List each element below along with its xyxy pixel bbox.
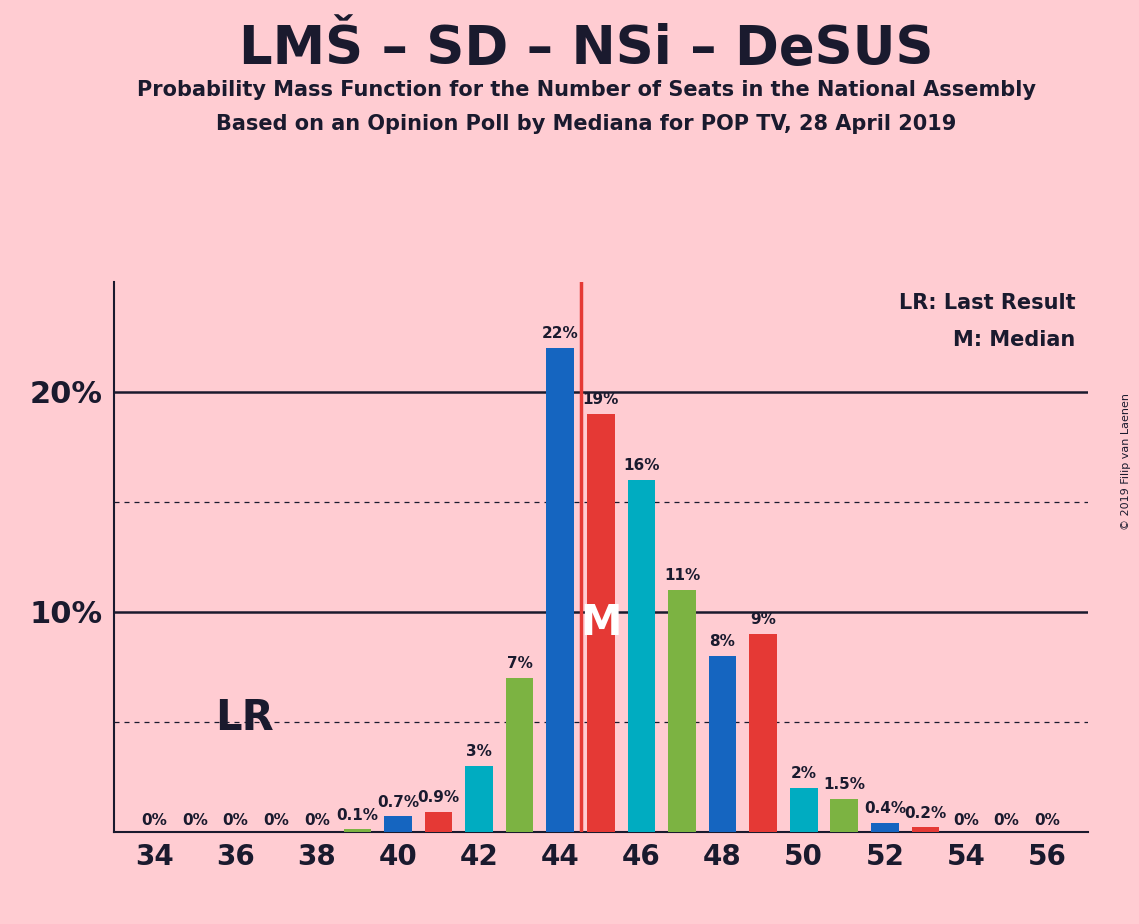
Text: 8%: 8% bbox=[710, 634, 736, 649]
Text: 1.5%: 1.5% bbox=[823, 777, 866, 792]
Bar bbox=[749, 634, 777, 832]
Bar bbox=[830, 798, 858, 832]
Text: © 2019 Filip van Laenen: © 2019 Filip van Laenen bbox=[1121, 394, 1131, 530]
Text: 16%: 16% bbox=[623, 458, 659, 473]
Bar bbox=[547, 347, 574, 832]
Bar bbox=[466, 766, 493, 832]
Text: 22%: 22% bbox=[542, 326, 579, 341]
Text: Probability Mass Function for the Number of Seats in the National Assembly: Probability Mass Function for the Number… bbox=[137, 80, 1036, 101]
Text: 3%: 3% bbox=[466, 744, 492, 759]
Text: M: M bbox=[580, 602, 622, 644]
Bar bbox=[708, 656, 736, 832]
Text: 0.4%: 0.4% bbox=[863, 801, 906, 816]
Text: 19%: 19% bbox=[583, 392, 618, 407]
Text: M: Median: M: Median bbox=[953, 330, 1075, 350]
Text: 0%: 0% bbox=[993, 812, 1019, 828]
Bar bbox=[587, 414, 615, 832]
Text: 9%: 9% bbox=[751, 612, 776, 627]
Bar bbox=[790, 787, 818, 832]
Text: 0.9%: 0.9% bbox=[418, 790, 459, 805]
Bar bbox=[669, 590, 696, 832]
Text: 2%: 2% bbox=[790, 766, 817, 781]
Text: 0%: 0% bbox=[304, 812, 329, 828]
Text: 0.7%: 0.7% bbox=[377, 795, 419, 809]
Text: 11%: 11% bbox=[664, 568, 700, 583]
Text: 0.2%: 0.2% bbox=[904, 806, 947, 821]
Bar bbox=[384, 816, 411, 832]
Bar bbox=[506, 677, 533, 832]
Text: 7%: 7% bbox=[507, 656, 533, 671]
Text: LMŠ – SD – NSi – DeSUS: LMŠ – SD – NSi – DeSUS bbox=[239, 23, 934, 75]
Bar bbox=[425, 812, 452, 832]
Text: 0%: 0% bbox=[263, 812, 289, 828]
Text: 0%: 0% bbox=[953, 812, 978, 828]
Text: LR: LR bbox=[215, 698, 274, 739]
Bar bbox=[628, 480, 655, 832]
Text: 0%: 0% bbox=[182, 812, 208, 828]
Text: Based on an Opinion Poll by Mediana for POP TV, 28 April 2019: Based on an Opinion Poll by Mediana for … bbox=[216, 114, 957, 134]
Bar bbox=[344, 830, 371, 832]
Text: LR: Last Result: LR: Last Result bbox=[899, 293, 1075, 313]
Text: 0%: 0% bbox=[223, 812, 248, 828]
Bar bbox=[911, 827, 940, 832]
Text: 0%: 0% bbox=[141, 812, 167, 828]
Text: 0%: 0% bbox=[1034, 812, 1060, 828]
Bar bbox=[871, 822, 899, 832]
Text: 0.1%: 0.1% bbox=[336, 808, 378, 822]
